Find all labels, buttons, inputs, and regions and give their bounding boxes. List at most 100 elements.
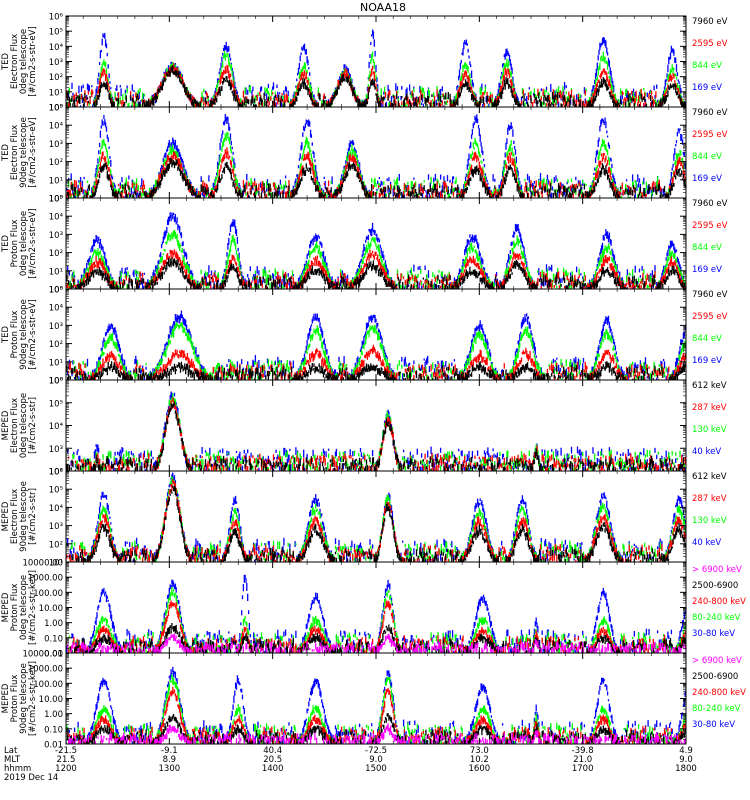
y-tick-label: 0.01 xyxy=(44,741,63,751)
y-tick-label: 10¹ xyxy=(49,559,63,569)
legend-entry: 40 keV xyxy=(692,538,721,548)
panel-4: 10⁰ 10¹ 10² 10³ 10⁴ 10⁵ TED Proton Flux 90deg te… xyxy=(1,286,728,387)
y-tick-label: 10⁴ xyxy=(49,122,64,132)
axis-tick-label: 73.0 xyxy=(470,746,489,756)
y-tick-label: 10² xyxy=(49,249,63,259)
legend-entry: 240-800 keV xyxy=(692,688,746,698)
panel-6-data xyxy=(66,472,686,562)
y-tick-label: 10⁵ xyxy=(49,104,63,114)
y-axis-label-line: 90deg telescope xyxy=(19,663,29,734)
legend-entry: > 6900 keV xyxy=(692,565,742,575)
chart-title: NOAA18 xyxy=(360,1,406,14)
y-axis-label-line: 0deg telescope xyxy=(19,29,29,94)
y-tick-label: 10⁶ xyxy=(49,377,64,387)
y-tick-label: 10.00 xyxy=(39,604,63,614)
axis-tick-label: 21.0 xyxy=(573,755,592,765)
y-axis-label-line: TED xyxy=(1,325,11,344)
y-axis-label-line: 0deg telescope xyxy=(19,211,29,276)
y-tick-label: 10¹ xyxy=(49,267,63,277)
y-tick-label: 10² xyxy=(49,540,63,550)
y-tick-label: 10⁵ xyxy=(49,28,63,38)
panel-5-data xyxy=(66,391,686,471)
y-axis-label-line: [#/cm2-s-str-keV] xyxy=(28,661,38,736)
panel-6: 10¹ 10² 10³ 10⁴ 10⁵ 10⁶ MEPED Electron Flux 90de… xyxy=(1,468,727,569)
axis-tick-label: 1400 xyxy=(262,764,284,774)
y-tick-label: 1000.00 xyxy=(28,665,63,675)
y-axis-label-line: TED xyxy=(1,143,11,162)
axis-row-label: Lat xyxy=(4,746,18,756)
legend-entry: 169 eV xyxy=(692,174,722,184)
time-axis: Lat -21.5 -9.1 40.4 -72.5 73.0 -39.8 4.9 MLT 21.5… xyxy=(4,746,697,783)
y-tick-label: 10000.00 xyxy=(22,559,63,569)
axis-tick-label: -39.8 xyxy=(572,746,594,756)
y-axis-label-line: [#/cm2-s-str] xyxy=(28,397,38,454)
y-axis-label-line: MEPED xyxy=(1,683,11,713)
panel-8-data xyxy=(66,666,686,744)
series-black xyxy=(68,485,686,562)
legend-entry: 612 keV xyxy=(692,381,727,391)
legend-entry: 612 keV xyxy=(692,472,727,482)
series-black xyxy=(67,157,686,198)
y-tick-label: 10² xyxy=(49,468,63,478)
y-axis-label-line: [#/cm2-s-str] xyxy=(28,488,38,545)
legend-entry: 40 keV xyxy=(692,447,721,457)
y-tick-label: 10¹ xyxy=(49,88,63,98)
axis-tick-label: 1800 xyxy=(675,764,697,774)
legend-entry: 2595 eV xyxy=(692,221,728,231)
y-tick-label: 10.00 xyxy=(39,695,63,705)
legend-entry: 2500-6900 xyxy=(692,672,738,682)
legend-entry: 7960 eV xyxy=(692,17,728,27)
axis-tick-label: 10.2 xyxy=(470,755,489,765)
y-axis-label-line: Proton Flux xyxy=(10,311,20,359)
panel-1: 10⁰ 10¹ 10² 10³ 10⁴ 10⁵ 10⁶ TED Electron Flux 0de… xyxy=(1,13,728,114)
axis-tick-label: -21.5 xyxy=(55,746,77,756)
y-tick-label: 0.01 xyxy=(44,650,63,660)
axis-tick-label: -9.1 xyxy=(161,746,178,756)
y-axis-label-line: 0deg telescope xyxy=(19,575,29,640)
legend-entry: 2595 eV xyxy=(692,312,728,322)
legend-entry: 844 eV xyxy=(692,152,722,162)
y-axis-label-line: Electron Flux xyxy=(10,398,20,453)
legend-entry: 287 keV xyxy=(692,403,727,413)
y-tick-label: 10³ xyxy=(49,140,63,150)
y-axis-label-line: Electron Flux xyxy=(10,489,20,544)
y-axis-label-line: 90deg telescope xyxy=(19,299,29,370)
axis-tick-label: 1300 xyxy=(159,764,181,774)
y-tick-label: 100.00 xyxy=(33,589,63,599)
y-tick-label: 10⁶ xyxy=(49,13,64,23)
y-tick-label: 10000.00 xyxy=(22,650,63,660)
legend-entry: 7960 eV xyxy=(692,108,728,118)
legend-entry: 30-80 keV xyxy=(692,720,735,730)
y-tick-label: 1000.00 xyxy=(28,574,63,584)
y-axis-label-line: [#/cm2-s-str-keV] xyxy=(28,570,38,645)
y-axis-label-line: [#/cm2-s-str-eV] xyxy=(28,299,38,369)
y-tick-label: 10¹ xyxy=(49,176,63,186)
y-axis-label-line: Electron Flux xyxy=(10,125,20,180)
panel-2-data xyxy=(66,114,686,198)
y-tick-label: 100.00 xyxy=(33,680,63,690)
y-tick-label: 10⁵ xyxy=(49,399,63,409)
axis-tick-label: 1500 xyxy=(365,764,387,774)
panel-3: 10⁰ 10¹ 10² 10³ 10⁴ 10⁵ TED Proton Flux 0deg tel… xyxy=(1,195,728,296)
y-tick-label: 10⁶ xyxy=(49,468,64,478)
legend-entry: 844 eV xyxy=(692,334,722,344)
y-tick-label: 10⁵ xyxy=(49,286,63,296)
y-tick-label: 10⁵ xyxy=(49,486,63,496)
y-tick-label: 10² xyxy=(49,73,63,83)
panel-1-data xyxy=(66,29,686,107)
legend-entry: 169 eV xyxy=(692,356,722,366)
panel-8: 0.01 0.10 1.00 10.00 100.00 1000.00 10000.00 ME… xyxy=(1,650,746,751)
y-tick-label: 10³ xyxy=(49,322,63,332)
series-magenta xyxy=(67,723,686,744)
legend-entry: 2500-6900 xyxy=(692,581,738,591)
y-axis-label-line: TED xyxy=(1,234,11,253)
y-axis-label-line: Proton Flux xyxy=(10,220,20,268)
axis-tick-label: 4.9 xyxy=(679,746,693,756)
legend-entry: 80-240 keV xyxy=(692,704,741,714)
axis-tick-label: 9.0 xyxy=(369,755,383,765)
panel-5: 10² 10³ 10⁴ 10⁵ 10⁶ MEPED Electron Flux 0deg te… xyxy=(1,377,727,478)
series-blue xyxy=(66,114,686,198)
legend-entry: 844 eV xyxy=(692,61,722,71)
panel-7: 0.01 0.10 1.00 10.00 100.00 1000.00 10000.00 ME… xyxy=(1,559,746,660)
